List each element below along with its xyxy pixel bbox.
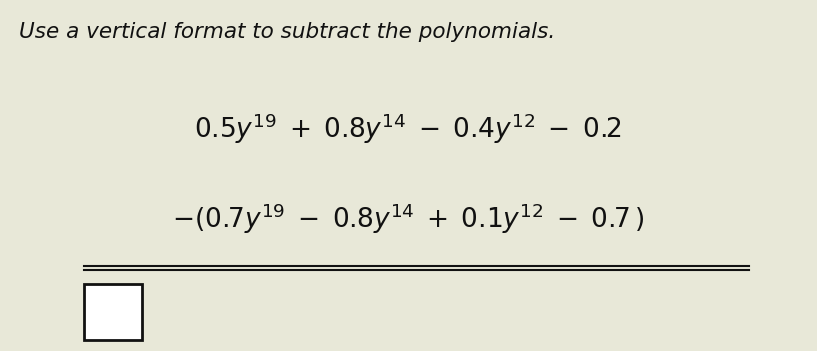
Bar xyxy=(84,284,142,339)
Text: $-(0.7y^{19}\;-\;0.8y^{14}\;+\;0.1y^{12}\;-\;0.7\,)$: $-(0.7y^{19}\;-\;0.8y^{14}\;+\;0.1y^{12}… xyxy=(172,201,645,236)
Text: Use a vertical format to subtract the polynomials.: Use a vertical format to subtract the po… xyxy=(19,22,556,42)
Text: $0.5y^{19}\;+\;0.8y^{14}\;-\;0.4y^{12}\;-\;0.2$: $0.5y^{19}\;+\;0.8y^{14}\;-\;0.4y^{12}\;… xyxy=(194,112,623,146)
